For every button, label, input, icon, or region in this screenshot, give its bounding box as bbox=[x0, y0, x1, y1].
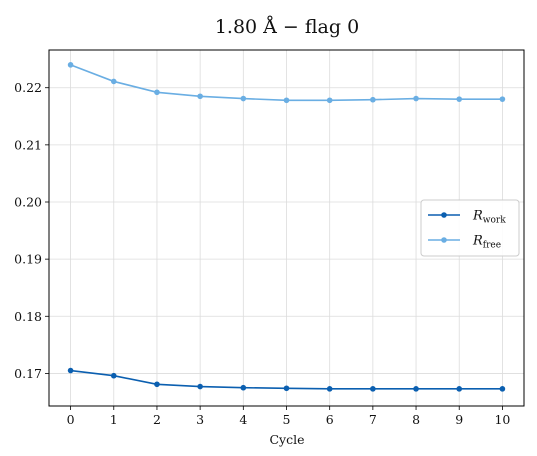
x-tick-label: 5 bbox=[283, 412, 291, 427]
y-tick-label: 0.19 bbox=[14, 252, 42, 267]
y-tick-label: 0.22 bbox=[14, 80, 42, 95]
legend-marker bbox=[441, 237, 447, 243]
data-point bbox=[370, 386, 376, 392]
data-point bbox=[197, 383, 203, 390]
series-work bbox=[67, 367, 506, 392]
data-point bbox=[240, 384, 247, 391]
data-point bbox=[110, 78, 117, 85]
chart-title: 1.80 Å − flag 0 bbox=[215, 16, 359, 38]
legend-label: Rfree bbox=[472, 234, 501, 251]
legend-item-work: Rwork bbox=[428, 209, 506, 226]
data-point bbox=[197, 93, 203, 100]
y-tick-label: 0.18 bbox=[14, 309, 42, 324]
series-layer bbox=[67, 62, 506, 392]
data-point bbox=[413, 386, 419, 392]
y-tick-label: 0.17 bbox=[14, 366, 42, 381]
data-point bbox=[154, 381, 160, 388]
grid bbox=[49, 50, 524, 406]
data-point bbox=[499, 386, 506, 392]
x-tick-label: 1 bbox=[110, 412, 118, 427]
legend-marker bbox=[441, 212, 447, 218]
data-point bbox=[413, 95, 419, 102]
x-tick-label: 2 bbox=[153, 412, 161, 427]
data-point bbox=[326, 386, 333, 392]
data-point bbox=[110, 372, 117, 379]
y-tick-label: 0.21 bbox=[14, 137, 42, 152]
legend-label-subscript: free bbox=[483, 241, 501, 251]
x-axis: 0 1 2 3 4 5 6 7 8 9 10 bbox=[67, 406, 510, 427]
legend-label-main: R bbox=[472, 234, 483, 249]
legend-item-free: Rfree bbox=[428, 234, 501, 251]
legend-label-subscript: work bbox=[483, 216, 506, 226]
data-point bbox=[283, 97, 290, 104]
data-point bbox=[154, 89, 160, 96]
x-tick-label: 9 bbox=[455, 412, 463, 427]
data-point bbox=[456, 96, 463, 102]
data-point bbox=[499, 96, 506, 102]
data-point bbox=[240, 95, 247, 102]
data-point bbox=[456, 386, 463, 392]
y-tick-label: 0.20 bbox=[14, 195, 42, 210]
x-tick-label: 3 bbox=[196, 412, 204, 427]
x-tick-label: 8 bbox=[412, 412, 420, 427]
legend-box bbox=[420, 199, 520, 257]
legend-label-main: R bbox=[472, 209, 483, 224]
x-axis-label: Cycle bbox=[269, 432, 304, 447]
x-tick-label: 4 bbox=[239, 412, 247, 427]
data-point bbox=[283, 385, 290, 392]
data-point bbox=[370, 96, 376, 103]
x-tick-label: 7 bbox=[369, 412, 377, 427]
x-tick-label: 0 bbox=[67, 412, 75, 427]
y-axis: 0.17 0.18 0.19 0.20 0.21 0.22 bbox=[14, 80, 49, 381]
data-point bbox=[326, 97, 333, 104]
data-point bbox=[67, 62, 74, 68]
legend-label: Rwork bbox=[472, 209, 506, 226]
series-free bbox=[67, 62, 506, 104]
data-point bbox=[67, 367, 74, 374]
x-tick-label: 6 bbox=[326, 412, 334, 427]
x-tick-label: 10 bbox=[494, 412, 510, 427]
